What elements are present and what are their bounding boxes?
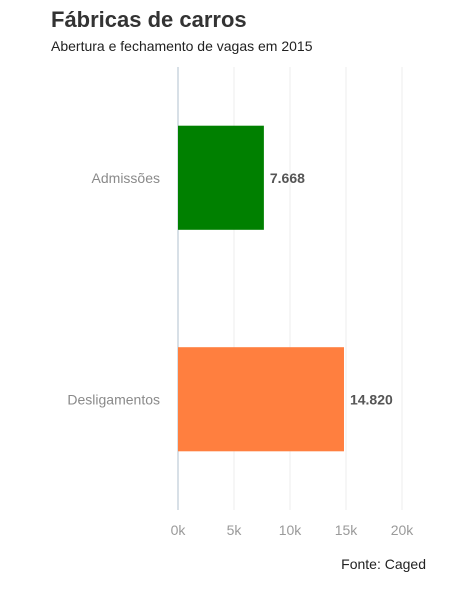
value-labels: 7.668 14.820 (270, 170, 393, 408)
x-tick-label: 15k (335, 522, 359, 538)
bar (178, 125, 264, 230)
x-axis-ticks: 0k 5k 10k 15k 20k (171, 522, 415, 538)
source-note: Fonte: Caged (341, 556, 426, 572)
x-tick-label: 0k (171, 522, 187, 538)
chart-subtitle: Abertura e fechamento de vagas em 2015 (51, 38, 313, 54)
category-label: Admissões (92, 170, 160, 186)
value-label: 7.668 (270, 170, 305, 186)
chart-title: Fábricas de carros (51, 7, 247, 32)
category-label: Desligamentos (67, 391, 160, 407)
bars (178, 125, 344, 452)
category-labels: Admissões Desligamentos (67, 170, 160, 408)
x-tick-label: 20k (391, 522, 415, 538)
bar (178, 347, 344, 452)
x-tick-label: 10k (279, 522, 303, 538)
value-label: 14.820 (350, 391, 393, 407)
x-tick-label: 5k (227, 522, 243, 538)
